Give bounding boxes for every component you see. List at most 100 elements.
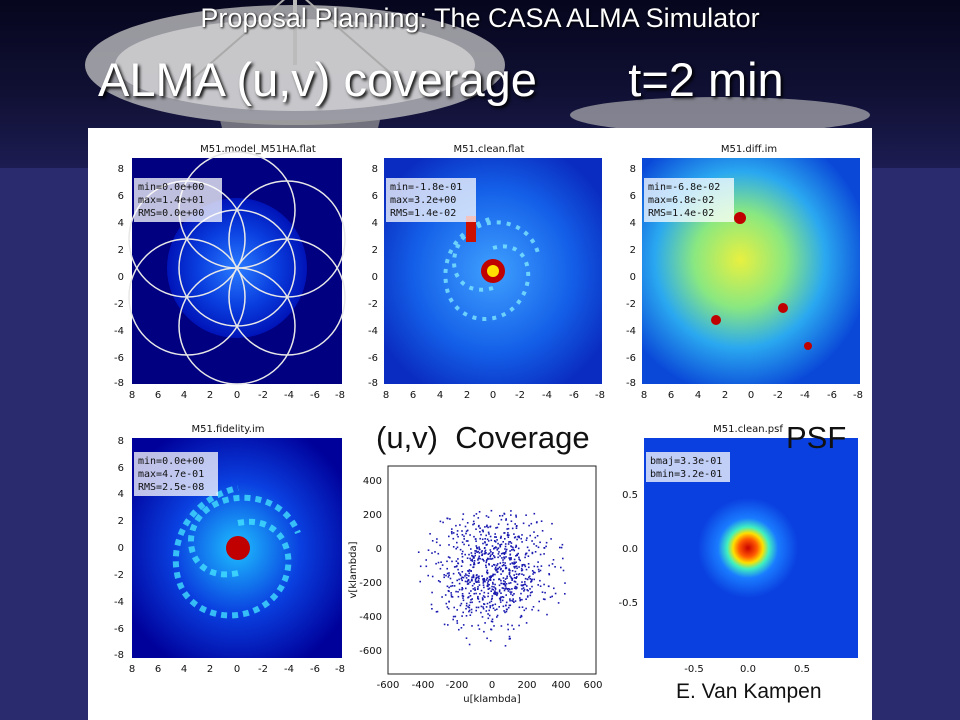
uv-sample-point bbox=[515, 561, 517, 563]
uv-sample-point bbox=[503, 552, 506, 554]
uv-sample-point bbox=[497, 523, 500, 525]
uv-sample-point bbox=[475, 528, 477, 530]
uv-sample-point bbox=[502, 587, 505, 590]
uv-sample-point bbox=[481, 538, 484, 541]
uv-sample-point bbox=[501, 557, 503, 559]
uv-sample-point bbox=[508, 573, 511, 575]
uv-sample-point bbox=[475, 574, 478, 577]
uv-sample-point bbox=[474, 587, 476, 589]
y-tick: -2 bbox=[626, 299, 636, 310]
diff-x-ticks: 8 6 4 2 0 -2 -4 -6 -8 bbox=[641, 390, 863, 401]
uv-sample-point bbox=[479, 557, 481, 560]
uv-sample-point bbox=[496, 591, 498, 594]
uv-sample-point bbox=[504, 564, 507, 567]
uv-sample-point bbox=[452, 537, 455, 540]
uv-sample-point bbox=[470, 559, 472, 562]
uv-sample-point bbox=[468, 575, 470, 577]
uv-sample-point bbox=[479, 527, 481, 529]
uv-sample-point bbox=[484, 538, 486, 540]
uv-sample-point bbox=[450, 585, 452, 588]
uv-sample-point bbox=[490, 509, 493, 512]
clean-spiral-arms bbox=[443, 216, 540, 321]
uv-sample-point bbox=[485, 566, 488, 569]
diff-y-ticks: 8 6 4 2 0 -2 -4 -6 -8 bbox=[626, 164, 636, 389]
uv-sample-point bbox=[456, 609, 458, 611]
x-tick: 0 bbox=[748, 390, 754, 401]
x-tick: 2 bbox=[722, 390, 728, 401]
uv-sample-point bbox=[475, 577, 478, 579]
uv-sample-point bbox=[484, 549, 487, 552]
uv-sample-point bbox=[511, 570, 514, 572]
uv-sample-point bbox=[499, 601, 502, 603]
uv-sample-point bbox=[500, 543, 503, 546]
uv-sample-point bbox=[514, 565, 517, 568]
uv-sample-point bbox=[508, 635, 511, 638]
uv-sample-point bbox=[449, 577, 452, 580]
uv-sample-point bbox=[534, 536, 537, 539]
y-tick: 8 bbox=[372, 164, 378, 175]
y-tick: 4 bbox=[630, 218, 636, 229]
uv-sample-point bbox=[489, 640, 492, 642]
uv-sample-point bbox=[508, 582, 510, 585]
uv-sample-point bbox=[509, 599, 511, 602]
uv-sample-point bbox=[491, 618, 494, 621]
uv-sample-point bbox=[523, 590, 525, 592]
uv-sample-point bbox=[480, 589, 483, 592]
uv-sample-point bbox=[469, 614, 472, 616]
uv-sample-point bbox=[477, 579, 480, 582]
uv-sample-point bbox=[521, 564, 524, 566]
uv-sample-point bbox=[516, 583, 519, 586]
uv-sample-point bbox=[467, 596, 469, 599]
diff-stat-rms: RMS=1.4e-02 bbox=[648, 208, 714, 219]
uv-sample-point bbox=[501, 599, 504, 602]
uv-sample-point bbox=[494, 590, 496, 592]
uv-sample-point bbox=[503, 557, 506, 560]
uv-sample-point bbox=[439, 520, 442, 523]
x-tick: 4 bbox=[437, 390, 443, 401]
uv-sample-point bbox=[498, 589, 501, 591]
uv-sample-point bbox=[461, 541, 464, 544]
uv-sample-point bbox=[450, 595, 453, 598]
uv-sample-point bbox=[457, 535, 459, 538]
model-stat-rms: RMS=0.0e+00 bbox=[138, 208, 204, 219]
uv-sample-point bbox=[463, 538, 465, 540]
y-tick: -4 bbox=[368, 326, 378, 337]
uv-sample-point bbox=[483, 547, 486, 549]
slide-supertitle: Proposal Planning: The CASA ALMA Simulat… bbox=[200, 3, 760, 33]
y-tick: -6 bbox=[368, 353, 378, 364]
model-stats-box bbox=[134, 178, 222, 222]
uv-sample-point bbox=[512, 562, 514, 565]
uv-sample-point bbox=[511, 594, 514, 597]
y-tick: 6 bbox=[630, 191, 636, 202]
uv-sample-point bbox=[485, 561, 487, 564]
uv-sample-point bbox=[487, 595, 489, 598]
uv-sample-point bbox=[529, 534, 531, 537]
uv-sample-point bbox=[476, 546, 478, 549]
uv-sample-point bbox=[490, 600, 493, 603]
uv-sample-point bbox=[486, 538, 489, 541]
uv-sample-point bbox=[529, 591, 532, 594]
uv-sample-point bbox=[514, 536, 517, 538]
uv-sample-point bbox=[510, 545, 512, 547]
fidelity-panel-title: M51.fidelity.im bbox=[192, 424, 265, 435]
diff-hotspot bbox=[711, 315, 721, 325]
psf-heading: PSF bbox=[786, 420, 847, 455]
uv-sample-point bbox=[458, 582, 461, 585]
y-tick: -6 bbox=[626, 353, 636, 364]
uv-sample-point bbox=[529, 588, 531, 590]
uv-sample-point bbox=[459, 573, 461, 575]
uv-sample-point bbox=[478, 581, 480, 583]
uv-sample-point bbox=[508, 534, 510, 536]
slide-title: ALMA (u,v) coverage t=2 min bbox=[98, 53, 784, 106]
uv-sample-point bbox=[532, 571, 535, 573]
diff-stat-max: max=6.8e-02 bbox=[648, 195, 714, 206]
uv-sample-point bbox=[505, 583, 508, 585]
uv-sample-point bbox=[449, 556, 451, 559]
uv-sample-point bbox=[487, 531, 490, 534]
fidelity-stats-box bbox=[134, 452, 218, 496]
uv-x-axis-label: u[klambda] bbox=[463, 694, 521, 705]
x-tick: -2 bbox=[258, 390, 268, 401]
uv-sample-point bbox=[431, 591, 433, 594]
uv-sample-point bbox=[520, 615, 523, 618]
uv-sample-point bbox=[493, 548, 495, 550]
